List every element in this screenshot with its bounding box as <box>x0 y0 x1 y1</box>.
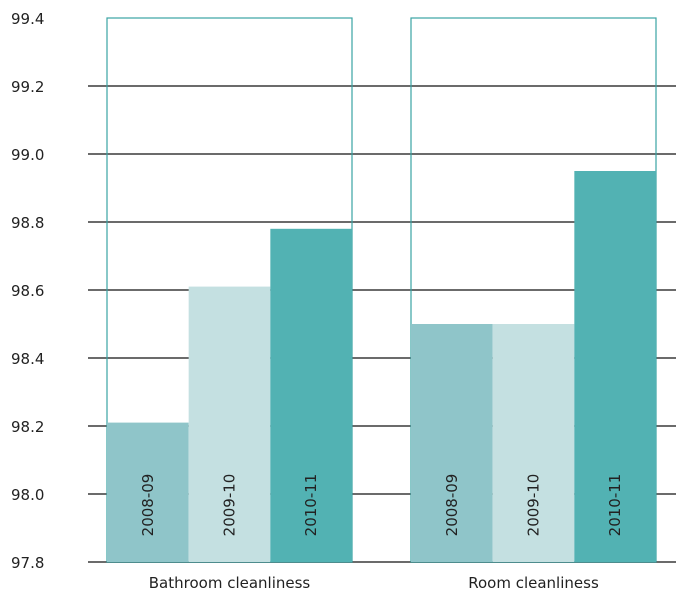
y-tick-label: 98.4 <box>11 350 44 368</box>
bar <box>574 171 656 562</box>
x-axis-labels: Bathroom cleanliness Room cleanliness <box>149 574 599 592</box>
y-tick-label: 99.2 <box>11 78 44 96</box>
bar <box>411 324 493 562</box>
y-axis-ticks: 97.8 98.0 98.2 98.4 98.6 98.8 99.0 99.2 99.4 <box>11 10 44 572</box>
y-tick-label: 97.8 <box>11 554 44 572</box>
bar <box>492 324 575 562</box>
bar-series-label: 2010-11 <box>302 474 320 537</box>
y-tick-label: 98.6 <box>11 282 44 300</box>
y-tick-label: 98.8 <box>11 214 44 232</box>
bar-series-label: 2008-09 <box>139 474 157 537</box>
x-category-label: Room cleanliness <box>468 574 599 592</box>
x-category-label: Bathroom cleanliness <box>149 574 311 592</box>
bar-series-label: 2008-09 <box>443 474 461 537</box>
bar-series-label: 2010-11 <box>606 474 624 537</box>
y-tick-label: 98.0 <box>11 486 44 504</box>
y-tick-label: 98.2 <box>11 418 44 436</box>
y-tick-label: 99.4 <box>11 10 44 28</box>
bar <box>188 286 271 562</box>
bar-series-label: 2009-10 <box>221 474 239 537</box>
bar <box>270 228 352 563</box>
bar <box>107 422 189 562</box>
y-tick-label: 99.0 <box>11 146 44 164</box>
bar-series-label: 2009-10 <box>525 474 543 537</box>
bars: 2008-09 2009-10 2010-11 2008-09 2009-10 2010-… <box>107 171 656 563</box>
